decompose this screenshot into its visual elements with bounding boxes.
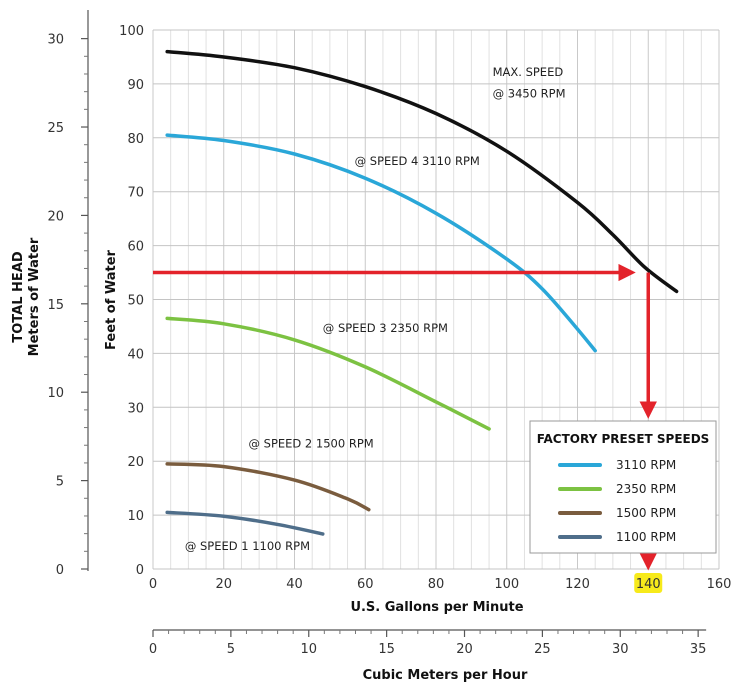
y-tick-label: 50 xyxy=(127,294,144,309)
curve-3110-rpm xyxy=(165,133,597,353)
y2-tick-label: 15 xyxy=(47,298,64,313)
x-tick-label: 100 xyxy=(494,577,519,592)
legend-label: 2350 RPM xyxy=(616,482,676,496)
y2-tick-label: 10 xyxy=(47,386,64,401)
legend-label: 3110 RPM xyxy=(616,458,676,472)
y-tick-label: 60 xyxy=(127,240,144,255)
y2-tick-label: 0 xyxy=(56,563,64,578)
y-axis-title: Feet of Water xyxy=(104,249,119,350)
x-tick-label: 120 xyxy=(565,577,590,592)
x2-tick-label: 30 xyxy=(612,642,629,657)
x2-tick-label: 25 xyxy=(534,642,551,657)
y-tick-label: 20 xyxy=(127,455,144,470)
curve-annotation: @ 3450 RPM xyxy=(493,86,566,100)
y-tick-label: 10 xyxy=(127,509,144,524)
annotations: MAX. SPEED @ 3450 RPM @ SPEED 4 3110 RPM @ … xyxy=(185,65,566,553)
y2-tick-label: 30 xyxy=(47,33,64,48)
y-tick-label: 0 xyxy=(136,563,144,578)
x2-tick-label: 35 xyxy=(690,642,707,657)
x2-tick-label: 15 xyxy=(378,642,395,657)
y-tick-label: 80 xyxy=(127,132,144,147)
x-tick-label: 40 xyxy=(286,577,303,592)
curve-1100-rpm xyxy=(165,510,325,536)
x-tick-label: 20 xyxy=(215,577,232,592)
y-tick-label: 70 xyxy=(127,186,144,201)
x2-tick-label: 20 xyxy=(456,642,473,657)
legend-label: 1100 RPM xyxy=(616,530,676,544)
y2-tick-label: 20 xyxy=(47,209,64,224)
highlight-box xyxy=(634,573,663,593)
x2-axis-title: Cubic Meters per Hour xyxy=(363,668,528,683)
curves xyxy=(165,49,679,536)
y2-tick-label: 25 xyxy=(47,121,64,136)
x2-tick-label: 0 xyxy=(149,642,157,657)
curve-annotation: @ SPEED 3 2350 RPM xyxy=(323,321,448,335)
x2-tick-label: 10 xyxy=(300,642,317,657)
curve-annotation: MAX. SPEED xyxy=(493,65,564,79)
curve-annotation: @ SPEED 1 1100 RPM xyxy=(185,539,310,553)
curve-3450-rpm xyxy=(165,49,679,294)
y-tick-label: 40 xyxy=(127,347,144,362)
y-tick-label: 30 xyxy=(127,401,144,416)
y2-axis-title-line1: TOTAL HEAD xyxy=(11,251,26,342)
x-tick-label: 160 xyxy=(707,577,732,592)
curve-annotation: @ SPEED 2 1500 RPM xyxy=(249,437,374,451)
x2-tick-label: 5 xyxy=(227,642,235,657)
curve-annotation: @ SPEED 4 3110 RPM xyxy=(355,154,480,168)
curve-1500-rpm xyxy=(165,462,371,512)
x-tick-label: 80 xyxy=(428,577,445,592)
y-tick-label: 100 xyxy=(119,24,144,39)
legend: FACTORY PRESET SPEEDS 3110 RPM 2350 RPM 150… xyxy=(529,420,717,554)
legend-label: 1500 RPM xyxy=(616,506,676,520)
x-tick-label: 0 xyxy=(149,577,157,592)
curve-2350-rpm xyxy=(165,316,491,431)
x-tick-label: 140 xyxy=(636,577,661,592)
x-tick-label: 60 xyxy=(357,577,374,592)
legend-title: FACTORY PRESET SPEEDS xyxy=(537,432,710,446)
y2-axis-title-line2: Meters of Water xyxy=(27,237,42,356)
x-axis-title: U.S. Gallons per Minute xyxy=(350,600,523,615)
y-tick-label: 90 xyxy=(127,78,144,93)
y2-tick-label: 5 xyxy=(56,475,64,490)
